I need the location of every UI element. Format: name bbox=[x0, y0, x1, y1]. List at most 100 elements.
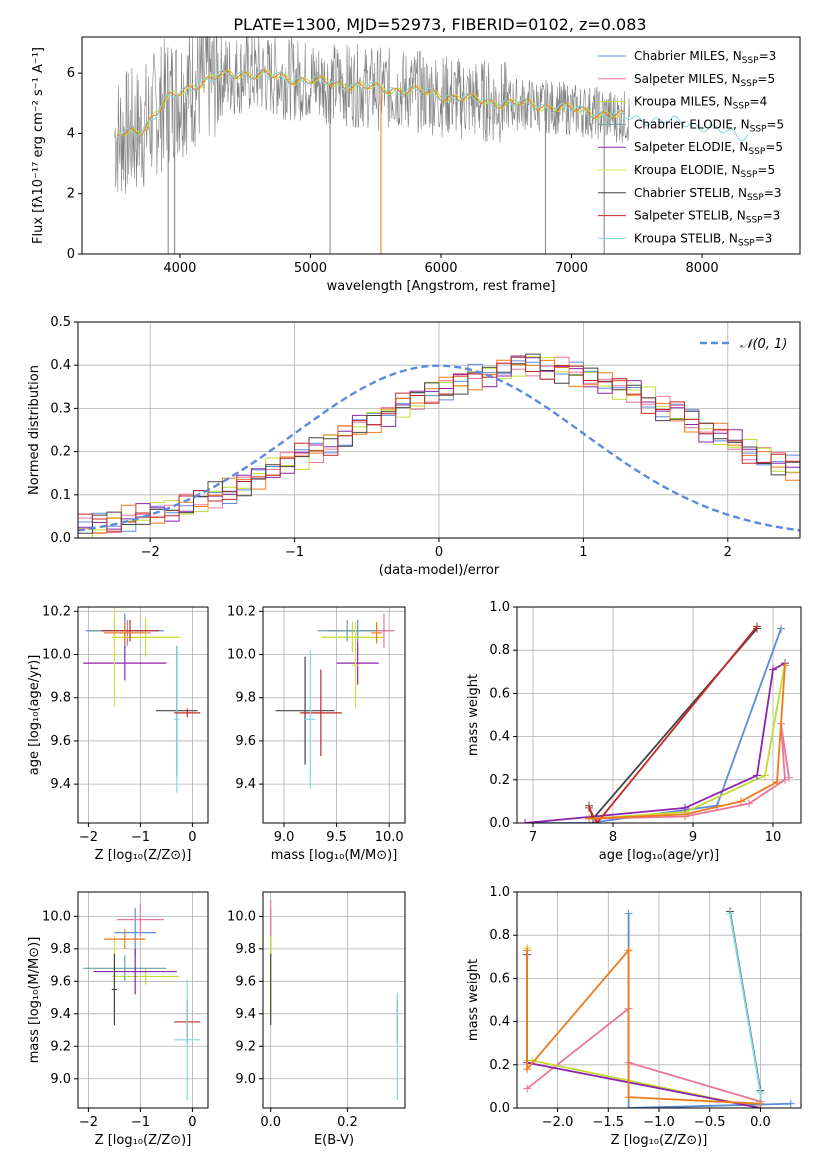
legend-nssp: =3 bbox=[764, 186, 782, 200]
y-axis-label: age [log₁₀(age/yr)] bbox=[27, 655, 42, 776]
series-line bbox=[588, 625, 758, 823]
y-axis-label: mass weight bbox=[466, 674, 481, 756]
x-axis-label: mass [log₁₀(M/M⊙)] bbox=[271, 848, 398, 863]
y-tick-label: 10.0 bbox=[42, 648, 71, 663]
y-tick-label: 9.8 bbox=[235, 691, 256, 706]
y-tick-label: 0.4 bbox=[50, 358, 71, 373]
legend-entry: Kroupa ELODIE, NSSP=5 bbox=[634, 163, 775, 180]
y-tick-label: 9.2 bbox=[235, 1039, 256, 1054]
y-tick-label: 10.2 bbox=[42, 604, 71, 619]
x-tick-label: −1 bbox=[131, 1115, 150, 1130]
x-tick-label: 2 bbox=[724, 545, 732, 560]
panel-mass_weight_vs_Z: −2.0 −1.5 −1.0 −0.5 0.0 0.0 0.2 0.4 0.6 0.8 1.0 Z [… bbox=[466, 885, 802, 1148]
axes-frame bbox=[516, 891, 802, 1109]
y-tick-label: 2 bbox=[67, 187, 75, 202]
y-tick-label: 9.4 bbox=[50, 1007, 71, 1022]
legend-entry: Salpeter STELIB, NSSP=3 bbox=[634, 209, 780, 226]
x-tick-label: −1.0 bbox=[643, 1115, 675, 1130]
y-axis-label: Normed distribution bbox=[27, 365, 42, 495]
y-tick-label: 10.0 bbox=[227, 648, 256, 663]
y-tick-label: 0.2 bbox=[50, 445, 71, 460]
y-tick-label: 9.4 bbox=[235, 1007, 256, 1022]
legend-subscript: SSP bbox=[741, 79, 758, 89]
line-area bbox=[523, 907, 795, 1108]
legend-subscript: SSP bbox=[746, 216, 763, 226]
y-tick-label: 1.0 bbox=[489, 885, 510, 900]
x-axis-label: E(B-V) bbox=[314, 1133, 354, 1148]
y-axis-label: Flux [fλ10⁻¹⁷ erg cm⁻² s⁻¹ A⁻¹] bbox=[31, 47, 46, 244]
x-tick-label: 0 bbox=[188, 830, 196, 845]
x-tick-label: 9 bbox=[689, 830, 697, 845]
x-tick-label: 0.0 bbox=[750, 1115, 771, 1130]
y-tick-label: 0.0 bbox=[489, 1101, 510, 1116]
series-line bbox=[525, 628, 782, 823]
histogram-area bbox=[78, 353, 800, 538]
axes-frame bbox=[516, 606, 802, 824]
y-tick-label: 0.4 bbox=[489, 730, 510, 745]
y-tick-label: 9.6 bbox=[50, 734, 71, 749]
x-tick-label: 10 bbox=[765, 830, 782, 845]
y-tick-label: 9.8 bbox=[50, 691, 71, 706]
model-spectrum bbox=[117, 69, 749, 142]
x-tick-label: −0.5 bbox=[694, 1115, 726, 1130]
legend-entry: Chabrier MILES, NSSP=3 bbox=[634, 49, 776, 66]
y-tick-label: 1.0 bbox=[489, 600, 510, 615]
y-tick-label: 4 bbox=[67, 126, 75, 141]
legend-subscript: SSP bbox=[738, 238, 755, 248]
legend-subscript: SSP bbox=[747, 193, 764, 203]
y-tick-label: 9.2 bbox=[50, 1039, 71, 1054]
y-tick-label: 0.1 bbox=[50, 488, 71, 503]
x-tick-label: 9.5 bbox=[326, 830, 347, 845]
panel-mass_weight_vs_age: 7 8 9 10 0.0 0.2 0.4 0.6 0.8 1.0 age [log₁₀(age/yr… bbox=[466, 600, 802, 863]
x-tick-label: 10.0 bbox=[375, 830, 404, 845]
legend-subscript: SSP bbox=[742, 56, 759, 66]
x-tick-label: −2.0 bbox=[542, 1115, 574, 1130]
panel-age_vs_Z: −2 −1 0 9.4 9.6 9.8 10.0 10.2 Z [log₁₀(Z/Z⊙)] age… bbox=[27, 604, 209, 863]
x-tick-label: −1 bbox=[285, 545, 304, 560]
x-tick-label: 7 bbox=[529, 830, 537, 845]
spectrum-plot-area bbox=[114, 37, 749, 254]
y-tick-label: 10.0 bbox=[227, 909, 256, 924]
errorbar-area bbox=[83, 607, 201, 793]
legend-subscript: SSP bbox=[741, 170, 758, 180]
y-tick-label: 10.0 bbox=[42, 909, 71, 924]
y-tick-label: 0.4 bbox=[489, 1015, 510, 1030]
legend-entry: Kroupa STELIB, NSSP=3 bbox=[634, 231, 772, 248]
y-tick-label: 0.0 bbox=[489, 816, 510, 831]
errorbar-area bbox=[83, 903, 201, 1100]
errorbar-area bbox=[270, 900, 398, 1100]
x-tick-label: −2 bbox=[79, 830, 98, 845]
legend-entry: Chabrier ELODIE, NSSP=5 bbox=[634, 117, 784, 134]
errorbar-area bbox=[275, 613, 395, 789]
model-spectrum bbox=[116, 69, 624, 137]
y-tick-label: 10.2 bbox=[227, 604, 256, 619]
x-tick-label: 0.0 bbox=[260, 1115, 281, 1130]
series-line bbox=[526, 947, 761, 1105]
axes-frame bbox=[77, 606, 209, 824]
y-tick-label: 9.6 bbox=[235, 734, 256, 749]
x-tick-label: 6000 bbox=[424, 261, 457, 276]
axes-frame bbox=[81, 36, 801, 255]
panel-age_vs_mass: 9.0 9.5 10.0 9.4 9.6 9.8 10.0 10.2 mass [log₁₀(M… bbox=[227, 604, 406, 863]
legend-subscript: SSP bbox=[748, 147, 765, 157]
x-tick-label: 1 bbox=[579, 545, 587, 560]
x-axis-label: (data-model)/error bbox=[379, 563, 500, 578]
y-tick-label: 0.6 bbox=[489, 971, 510, 986]
y-tick-label: 0.6 bbox=[489, 686, 510, 701]
normal-curve bbox=[78, 364, 800, 532]
series-line bbox=[588, 723, 790, 820]
x-tick-label: 7000 bbox=[555, 261, 588, 276]
legend-nssp: =5 bbox=[757, 163, 775, 177]
y-tick-label: 9.4 bbox=[50, 777, 71, 792]
histogram-step bbox=[78, 360, 800, 532]
legend: 𝒩(0, 1) bbox=[700, 337, 787, 352]
y-tick-label: 0.2 bbox=[489, 1058, 510, 1073]
y-tick-label: 0.5 bbox=[50, 315, 71, 330]
legend-nssp: =5 bbox=[766, 117, 784, 131]
axes-frame bbox=[262, 891, 406, 1109]
y-tick-label: 9.0 bbox=[235, 1072, 256, 1087]
x-tick-label: 4000 bbox=[163, 261, 196, 276]
y-axis-label: mass weight bbox=[466, 959, 481, 1041]
y-tick-label: 0.0 bbox=[50, 531, 71, 546]
